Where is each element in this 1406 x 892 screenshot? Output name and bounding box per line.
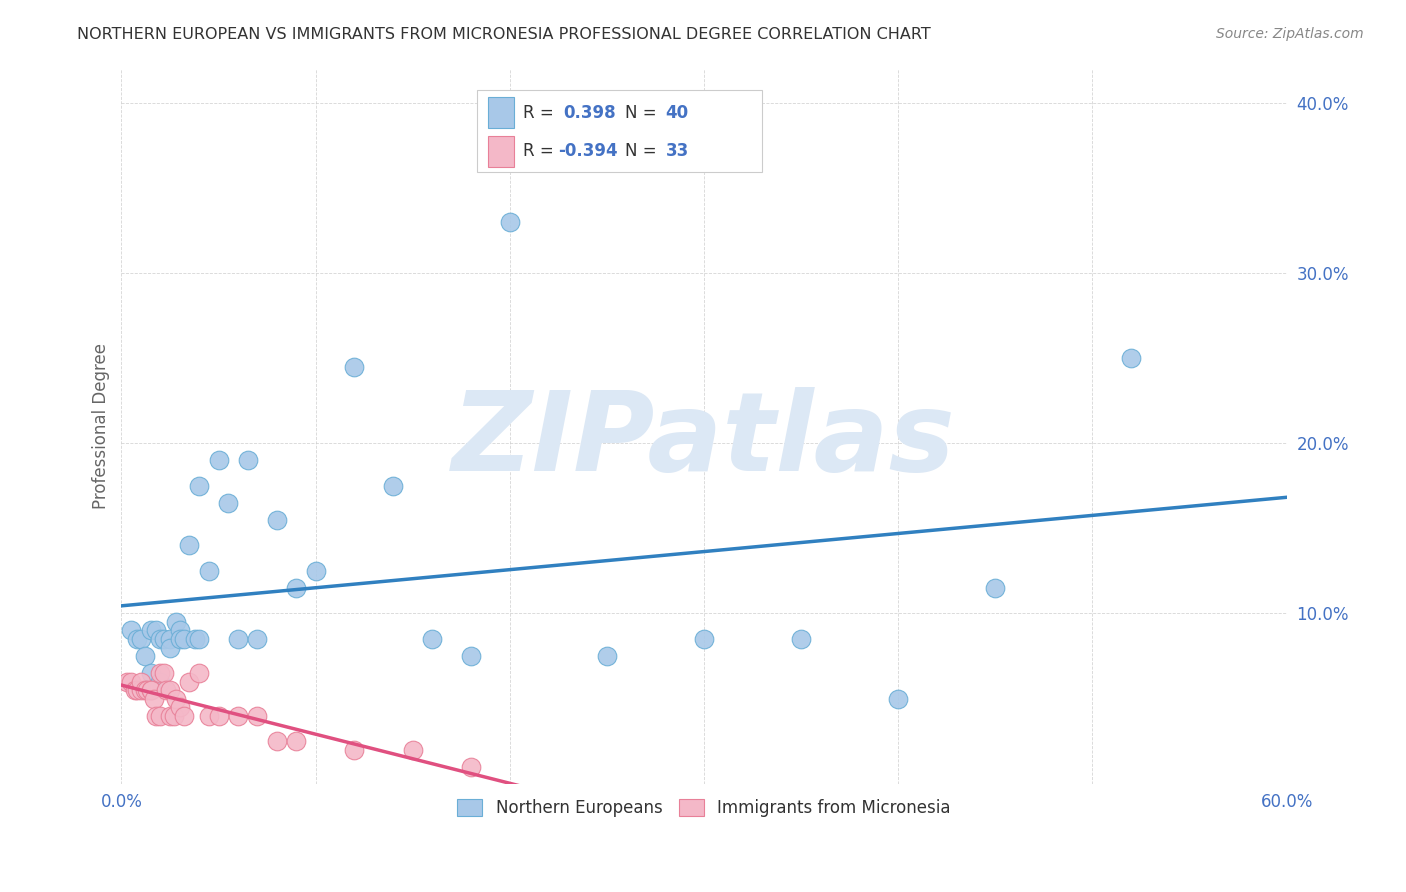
Point bbox=[129, 674, 152, 689]
Text: N =: N = bbox=[624, 103, 662, 121]
Point bbox=[134, 683, 156, 698]
Point bbox=[139, 624, 162, 638]
Text: 0.398: 0.398 bbox=[562, 103, 616, 121]
Text: 33: 33 bbox=[665, 143, 689, 161]
Point bbox=[1121, 351, 1143, 365]
Point bbox=[165, 691, 187, 706]
Point bbox=[155, 683, 177, 698]
Point bbox=[179, 538, 201, 552]
Point bbox=[139, 666, 162, 681]
Point bbox=[159, 683, 181, 698]
Point bbox=[217, 496, 239, 510]
Point bbox=[135, 683, 157, 698]
Point bbox=[153, 666, 176, 681]
Point bbox=[169, 700, 191, 714]
Text: ZIPatlas: ZIPatlas bbox=[453, 387, 956, 494]
Point bbox=[134, 648, 156, 663]
Point bbox=[173, 632, 195, 646]
Point bbox=[149, 666, 172, 681]
Point bbox=[343, 359, 366, 374]
Point bbox=[169, 632, 191, 646]
Point bbox=[125, 632, 148, 646]
Point bbox=[304, 564, 326, 578]
Point bbox=[266, 513, 288, 527]
Point bbox=[887, 691, 910, 706]
Point bbox=[159, 708, 181, 723]
Point bbox=[124, 683, 146, 698]
Point bbox=[198, 564, 221, 578]
Point bbox=[139, 683, 162, 698]
Y-axis label: Professional Degree: Professional Degree bbox=[93, 343, 110, 509]
Point bbox=[159, 640, 181, 655]
Point bbox=[145, 708, 167, 723]
Point bbox=[266, 734, 288, 748]
Point bbox=[790, 632, 813, 646]
Point bbox=[207, 453, 229, 467]
Text: -0.394: -0.394 bbox=[558, 143, 619, 161]
Point bbox=[343, 742, 366, 756]
Point bbox=[460, 760, 482, 774]
Text: Source: ZipAtlas.com: Source: ZipAtlas.com bbox=[1216, 27, 1364, 41]
Point bbox=[129, 632, 152, 646]
Point bbox=[285, 734, 308, 748]
Point bbox=[143, 691, 166, 706]
Point bbox=[198, 708, 221, 723]
Point bbox=[139, 683, 162, 698]
Text: R =: R = bbox=[523, 143, 560, 161]
Point bbox=[149, 708, 172, 723]
Point bbox=[402, 742, 425, 756]
Text: N =: N = bbox=[624, 143, 662, 161]
Point bbox=[693, 632, 716, 646]
Point bbox=[163, 708, 186, 723]
Point bbox=[236, 453, 259, 467]
Point bbox=[149, 674, 172, 689]
Point bbox=[173, 708, 195, 723]
Point bbox=[169, 624, 191, 638]
Point bbox=[145, 624, 167, 638]
Point bbox=[120, 674, 142, 689]
Point bbox=[246, 632, 269, 646]
Point bbox=[984, 581, 1007, 595]
Point bbox=[285, 581, 308, 595]
Point bbox=[120, 624, 142, 638]
Point bbox=[246, 708, 269, 723]
Point bbox=[165, 615, 187, 629]
Text: R =: R = bbox=[523, 103, 565, 121]
Point bbox=[188, 479, 211, 493]
Bar bbox=[477, 90, 762, 172]
Point bbox=[226, 632, 249, 646]
Point bbox=[125, 683, 148, 698]
Point bbox=[188, 632, 211, 646]
Point bbox=[460, 648, 482, 663]
Point bbox=[159, 632, 181, 646]
Point bbox=[179, 674, 201, 689]
Point bbox=[188, 666, 211, 681]
Point bbox=[226, 708, 249, 723]
Point bbox=[184, 632, 207, 646]
Point bbox=[117, 674, 139, 689]
Point bbox=[420, 632, 443, 646]
Point bbox=[499, 215, 522, 229]
Point bbox=[149, 632, 172, 646]
Point bbox=[207, 708, 229, 723]
Point bbox=[596, 648, 619, 663]
Point bbox=[153, 632, 176, 646]
Point bbox=[382, 479, 405, 493]
Point bbox=[129, 683, 152, 698]
Text: NORTHERN EUROPEAN VS IMMIGRANTS FROM MICRONESIA PROFESSIONAL DEGREE CORRELATION : NORTHERN EUROPEAN VS IMMIGRANTS FROM MIC… bbox=[77, 27, 931, 42]
Bar bbox=[488, 136, 515, 167]
Bar bbox=[488, 97, 515, 128]
Legend: Northern Europeans, Immigrants from Micronesia: Northern Europeans, Immigrants from Micr… bbox=[449, 790, 959, 825]
Text: 40: 40 bbox=[665, 103, 689, 121]
